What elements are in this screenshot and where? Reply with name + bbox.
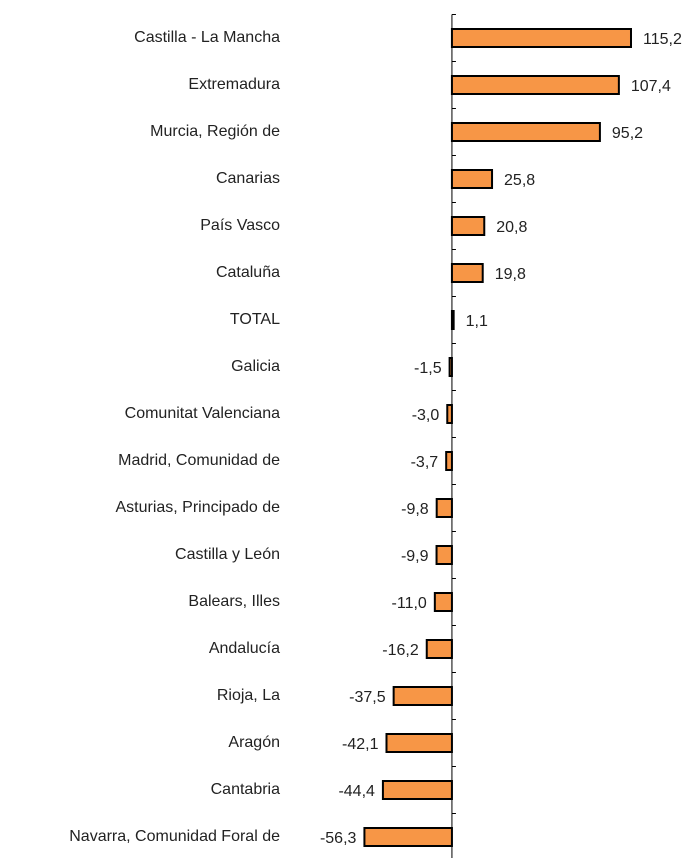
value-label: -3,0 xyxy=(412,407,440,424)
category-label: Andalucía xyxy=(209,640,280,657)
value-label: -42,1 xyxy=(342,736,379,753)
bar xyxy=(385,733,453,753)
bar xyxy=(363,827,453,847)
category-label: Navarra, Comunidad Foral de xyxy=(69,828,280,845)
bar xyxy=(450,75,620,95)
bar xyxy=(445,451,453,471)
bar xyxy=(450,216,486,236)
value-label: 1,1 xyxy=(466,313,488,330)
bar xyxy=(450,28,632,48)
category-label: Castilla - La Mancha xyxy=(134,29,280,46)
bar xyxy=(425,639,453,659)
bar xyxy=(435,498,453,518)
category-label: Asturias, Principado de xyxy=(115,499,280,516)
value-label: 95,2 xyxy=(612,125,643,142)
bar xyxy=(450,122,601,142)
bar xyxy=(433,592,453,612)
value-label: -44,4 xyxy=(338,783,375,800)
value-label: 19,8 xyxy=(495,266,526,283)
category-label: Aragón xyxy=(228,734,280,751)
bar xyxy=(392,686,453,706)
category-label: Madrid, Comunidad de xyxy=(118,452,280,469)
category-label: Murcia, Región de xyxy=(150,123,280,140)
value-label: 25,8 xyxy=(504,172,535,189)
category-label: Cataluña xyxy=(216,264,280,281)
category-label: Castilla y León xyxy=(175,546,280,563)
value-label: -37,5 xyxy=(349,689,386,706)
bar xyxy=(450,169,494,189)
value-label: -16,2 xyxy=(382,642,419,659)
bar xyxy=(450,263,484,283)
value-label: -3,7 xyxy=(411,454,439,471)
value-label: -1,5 xyxy=(414,360,442,377)
category-label: Balears, Illes xyxy=(188,593,280,610)
value-label: -56,3 xyxy=(320,830,357,847)
bar xyxy=(381,780,453,800)
value-label: 115,2 xyxy=(643,31,682,48)
value-label: 20,8 xyxy=(496,219,527,236)
category-label: Canarias xyxy=(216,170,280,187)
value-label: 107,4 xyxy=(631,78,671,95)
value-label: -11,0 xyxy=(392,595,427,612)
category-label: Rioja, La xyxy=(217,687,280,704)
bar xyxy=(435,545,453,565)
category-label: Extremadura xyxy=(188,76,280,93)
bar xyxy=(446,404,453,424)
value-label: -9,9 xyxy=(401,548,429,565)
category-label: País Vasco xyxy=(200,217,280,234)
value-label: -9,8 xyxy=(401,501,429,518)
category-label: TOTAL xyxy=(230,311,280,328)
category-label: Comunitat Valenciana xyxy=(125,405,280,422)
category-label: Cantabria xyxy=(211,781,280,798)
category-label: Galicia xyxy=(231,358,280,375)
